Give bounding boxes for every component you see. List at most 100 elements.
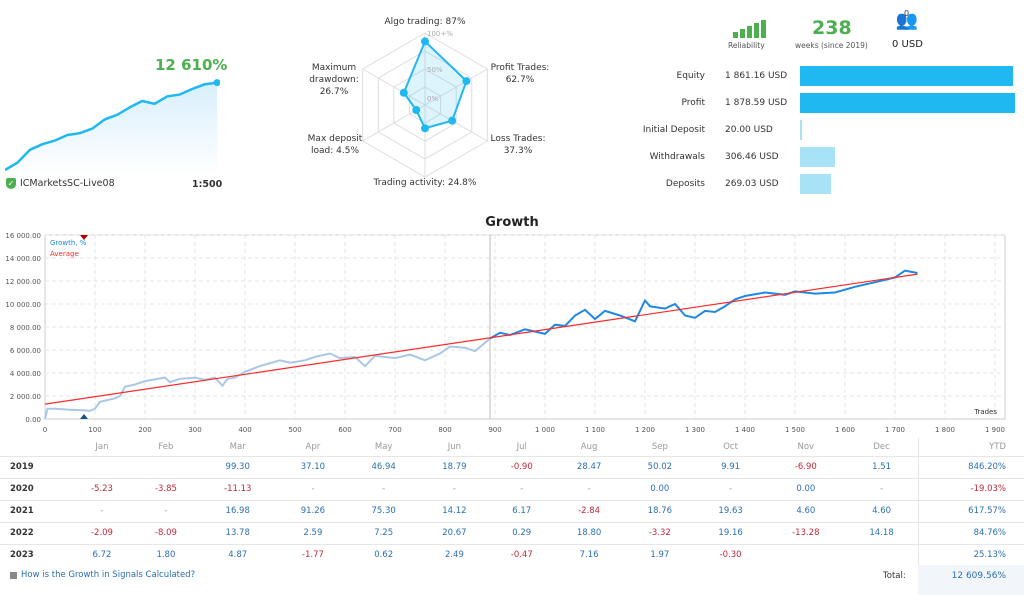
table-row: 2021- -16.98 91.26 75.30 14.12 6.17 -2.84 18.76… xyxy=(0,499,1024,522)
y-tick-label: 2 000.00 xyxy=(10,393,41,401)
month-cell: 19.16 xyxy=(695,521,766,544)
month-cell: 6.17 xyxy=(489,499,554,522)
y-tick-label: 10 000.00 xyxy=(5,301,41,309)
month-cell: 99.30 xyxy=(197,455,278,478)
month-header: Nov xyxy=(797,441,815,452)
ytd-cell: 84.76% xyxy=(917,521,1024,544)
month-cell: - xyxy=(695,477,766,500)
month-cell: 2.59 xyxy=(277,521,349,544)
year-cell: 2020 xyxy=(0,477,70,500)
total-value: 12 609.56% xyxy=(918,565,1024,595)
month-cell: 75.30 xyxy=(348,499,420,522)
x-tick-label: 500 xyxy=(288,426,301,434)
month-cell: 0.29 xyxy=(489,521,554,544)
month-cell: 14.12 xyxy=(419,499,490,522)
calculator-icon xyxy=(10,571,17,579)
month-cell: 0.00 xyxy=(765,477,846,500)
radar-scale-label: 100+% xyxy=(427,30,453,38)
growth-value: 12 610% xyxy=(155,56,228,74)
x-tick-label: 1 600 xyxy=(835,426,855,434)
month-cell: 7.16 xyxy=(553,543,625,566)
verified-shield-icon: ✓ xyxy=(6,178,16,189)
radar-label-algo: Algo trading: 87% xyxy=(384,17,466,27)
x-tick-label: 900 xyxy=(488,426,501,434)
leverage: 1:500 xyxy=(192,179,223,190)
radar-label-drawdown: Maximum drawdown: 26.7% xyxy=(309,63,359,97)
month-header: Oct xyxy=(723,441,738,452)
radar-label-loss: Loss Trades: 37.3% xyxy=(490,134,546,156)
stat-bar xyxy=(800,120,803,140)
stat-value: 306.46 USD xyxy=(725,152,779,162)
stat-name: Deposits xyxy=(665,179,705,189)
growth-line-history xyxy=(44,337,491,420)
month-cell: 1.80 xyxy=(133,543,198,566)
ytd-cell: 25.13% xyxy=(917,543,1024,566)
sparkline-end-dot xyxy=(213,79,220,87)
month-cell: -3.32 xyxy=(624,521,696,544)
year-cell: 2021 xyxy=(0,499,70,522)
stat-value: 1 861.16 USD xyxy=(725,71,788,81)
month-cell: 18.76 xyxy=(624,499,696,522)
month-cell: 46.94 xyxy=(348,455,420,478)
month-cell: 19.63 xyxy=(695,499,766,522)
ytd-cell: 617.57% xyxy=(917,499,1024,522)
help-link[interactable]: How is the Growth in Signals Calculated? xyxy=(10,570,195,580)
x-tick-label: 1 500 xyxy=(785,426,805,434)
month-cell xyxy=(70,455,134,478)
reliability-label: Reliability xyxy=(728,41,765,50)
month-cell: -5.23 xyxy=(70,477,134,500)
month-cell: 1.51 xyxy=(845,455,918,478)
month-cell: 4.60 xyxy=(845,499,918,522)
month-cell: -2.84 xyxy=(553,499,625,522)
month-cell: -3.85 xyxy=(133,477,198,500)
x-axis-label: Trades xyxy=(973,408,997,416)
y-tick-label: 16 000.00 xyxy=(5,232,41,240)
year-cell: 2023 xyxy=(0,543,70,566)
ytd-header: YTD xyxy=(917,438,1024,456)
y-tick-label: 8 000.00 xyxy=(10,324,41,332)
radar-label-deposit-load: Max deposit load: 4.5% xyxy=(307,134,363,156)
average-line xyxy=(44,273,918,405)
month-cell: - xyxy=(845,477,918,500)
y-tick-label: 12 000.00 xyxy=(5,278,41,286)
x-tick-label: 400 xyxy=(238,426,251,434)
x-tick-label: 1 300 xyxy=(685,426,705,434)
monthly-growth-table: Jan Feb Mar Apr May Jun Jul Aug Sep Oct Nov Dec YTD … xyxy=(0,438,1024,566)
stat-bar xyxy=(800,93,1015,113)
radar-area xyxy=(402,39,468,130)
stat-equity: Equity 1 861.16 USD xyxy=(600,65,1013,87)
year-header xyxy=(0,438,70,456)
x-tick-label: 100 xyxy=(88,426,101,434)
subscribers-amount: 0 USD xyxy=(892,39,923,50)
stat-value: 20.00 USD xyxy=(725,125,773,135)
month-cell xyxy=(765,543,846,566)
month-cell xyxy=(133,455,198,478)
month-cell: 4.87 xyxy=(197,543,278,566)
year-cell: 2022 xyxy=(0,521,70,544)
x-tick-label: 200 xyxy=(138,426,151,434)
month-cell: 18.79 xyxy=(419,455,490,478)
month-cell: - xyxy=(348,477,420,500)
month-cell: 6.72 xyxy=(70,543,134,566)
y-tick-label: 6 000.00 xyxy=(10,347,41,355)
radar-label-profit: Profit Trades: 62.7% xyxy=(490,63,550,85)
month-header: Feb xyxy=(158,441,174,452)
x-tick-label: 800 xyxy=(438,426,451,434)
server-row[interactable]: ✓ ICMarketsSC-Live08 xyxy=(6,178,115,189)
table-row: 2019 99.30 37.10 46.94 18.79 -0.90 28.47 50.02 9… xyxy=(0,455,1024,478)
month-cell: -0.47 xyxy=(489,543,554,566)
month-cell: 16.98 xyxy=(197,499,278,522)
stat-deposits: Deposits 269.03 USD xyxy=(600,173,831,195)
month-cell: 2.49 xyxy=(419,543,490,566)
month-cell: - xyxy=(70,499,134,522)
y-tick-label: 14 000.00 xyxy=(5,255,41,263)
radar-spoke xyxy=(362,68,426,106)
month-header: May xyxy=(374,441,393,452)
month-cell: 0.62 xyxy=(348,543,420,566)
month-cell: - xyxy=(419,477,490,500)
weeks-label: weeks (since 2019) xyxy=(795,41,868,50)
stat-name: Withdrawals xyxy=(649,152,705,162)
month-cell: 28.47 xyxy=(553,455,625,478)
radar-spoke xyxy=(424,104,488,142)
year-cell: 2019 xyxy=(0,455,70,478)
